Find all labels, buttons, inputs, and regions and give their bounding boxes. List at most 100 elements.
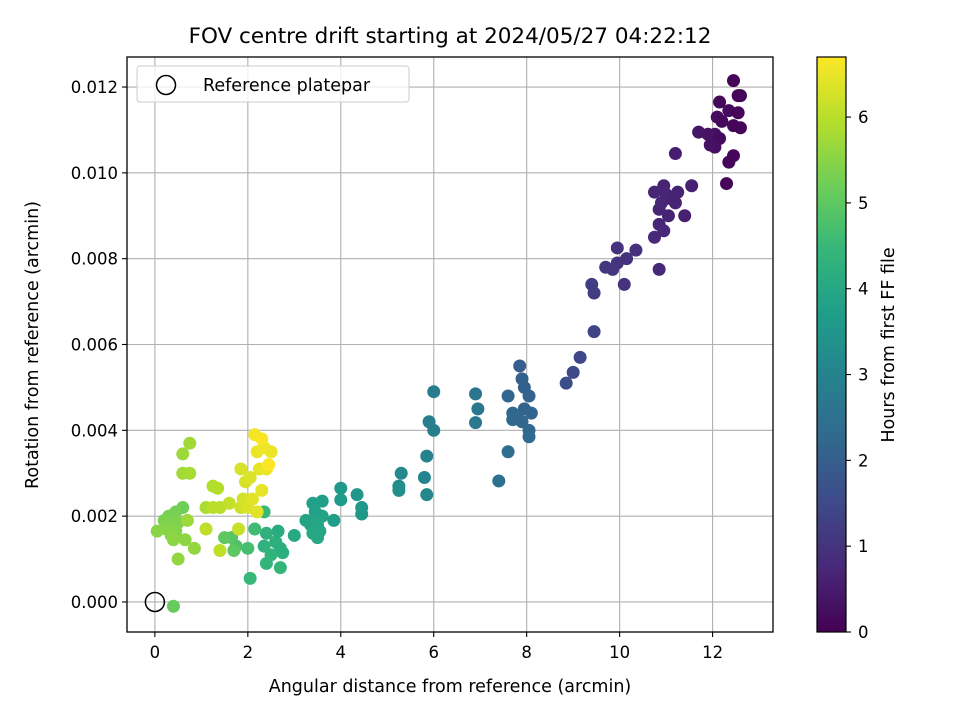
data-point [420,488,434,502]
data-point [469,387,483,401]
data-point [733,121,747,135]
x-tick-label: 12 [702,643,723,662]
data-point [420,449,434,463]
data-point [427,385,441,399]
data-point [187,541,201,555]
data-point [245,492,259,506]
data-point [685,179,699,193]
data-point [573,350,587,364]
data-point [668,196,682,210]
data-point [311,531,325,545]
y-tick-label: 0.008 [71,250,118,269]
data-point [513,359,527,373]
colorbar-ticks: 0 1 2 3 4 5 6 [846,108,869,642]
x-tick-label: 0 [150,643,161,662]
data-point [273,561,287,575]
data-point [264,445,278,459]
data-point [213,543,227,557]
colorbar-tick-label: 5 [858,194,869,213]
data-point [355,507,369,521]
y-axis-ticks: 0.000 0.002 0.004 0.006 0.008 0.010 0.012 [71,78,127,612]
data-point [327,513,341,527]
y-tick-label: 0.002 [71,507,118,526]
legend-box [136,65,410,103]
x-tick-label: 2 [243,643,254,662]
legend-marker-open-circle [155,74,177,96]
y-tick-label: 0.012 [71,78,118,97]
data-point [657,224,671,238]
data-point [334,493,348,507]
x-tick-label: 4 [336,643,347,662]
data-point [250,505,264,519]
data-point [255,483,269,497]
data-point [183,436,197,450]
data-point [715,114,729,128]
data-point [262,458,276,472]
colorbar-label: Hours from first FF file [879,247,899,442]
colorbar: 0 1 2 3 4 5 6 Hours from first FF file [816,56,899,642]
data-point [515,415,529,429]
colorbar-tick-label: 4 [858,280,869,299]
data-point [180,513,194,527]
data-point [661,209,675,223]
data-point [259,556,273,570]
data-points [144,74,747,613]
data-point [629,243,643,257]
x-axis-label: Angular distance from reference (arcmin) [269,677,632,697]
data-point [652,262,666,276]
data-point [617,277,631,291]
y-tick-label: 0.004 [71,421,118,440]
data-point [287,528,301,542]
y-tick-label: 0.000 [71,593,118,612]
data-point [587,325,601,339]
data-point [176,447,190,461]
colorbar-tick-label: 3 [858,366,869,385]
data-point [471,402,485,416]
data-point [199,522,213,536]
data-point [501,389,515,403]
y-tick-label: 0.010 [71,164,118,183]
x-axis-ticks: 0 2 4 6 8 10 12 [150,632,723,662]
colorbar-frame [816,56,847,633]
data-point [150,524,164,538]
data-point [524,406,538,420]
x-tick-label: 8 [521,643,532,662]
colorbar-tick-label: 6 [858,108,869,127]
legend-entry-label: Reference platepar [203,76,371,96]
x-tick-label: 10 [609,643,630,662]
data-point [713,95,727,109]
data-point [243,571,257,585]
data-point [178,533,192,547]
data-point [522,389,536,403]
data-point [647,185,661,199]
data-point [211,481,225,495]
reference-platepar-marker [144,591,166,613]
data-point [610,241,624,255]
data-point [276,546,290,560]
y-tick-label: 0.006 [71,336,118,355]
colorbar-gradient [817,57,846,632]
data-point [269,535,283,549]
data-point [243,471,257,485]
data-point [392,483,406,497]
y-axis-label: Rotation from reference (arcmin) [23,201,43,489]
data-point [166,599,180,613]
data-point [394,466,408,480]
data-point [501,445,515,459]
colorbar-tick-label: 2 [858,451,869,470]
grid-lines [127,57,773,632]
data-point [166,533,180,547]
data-point [234,462,248,476]
data-point [271,524,285,538]
data-point [427,423,441,437]
data-point [257,539,271,553]
data-point [731,106,745,120]
data-point [720,177,734,191]
data-point [668,147,682,161]
data-point [733,89,747,103]
data-point [647,230,661,244]
data-point [726,74,740,88]
data-point [227,543,241,557]
